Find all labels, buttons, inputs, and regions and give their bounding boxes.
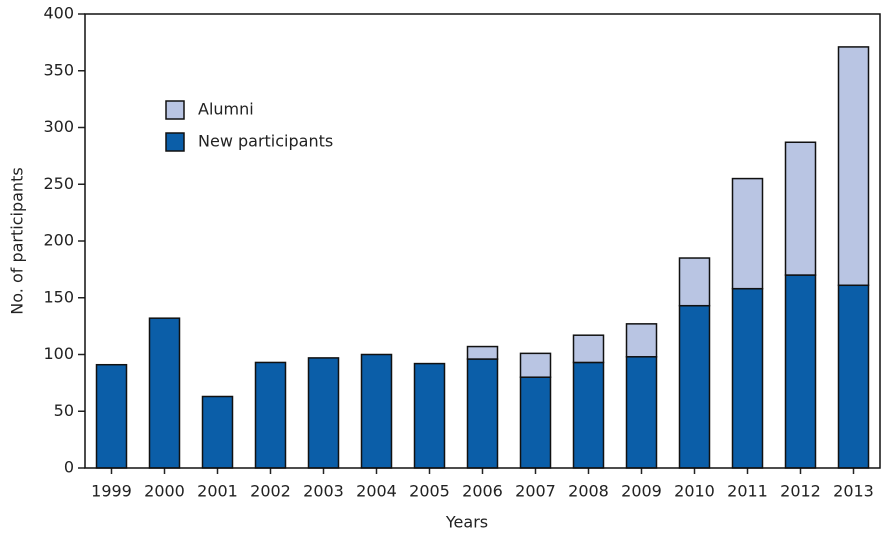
x-tick-label: 2001 xyxy=(197,482,238,501)
y-tick-label: 400 xyxy=(43,4,74,23)
y-tick-label: 350 xyxy=(43,60,74,79)
y-tick-label: 300 xyxy=(43,117,74,136)
bar-segment xyxy=(625,356,658,469)
bar-segment xyxy=(519,376,552,469)
bar-segment xyxy=(678,257,711,307)
x-tick-label: 2007 xyxy=(515,482,556,501)
bar-segment xyxy=(254,361,287,469)
x-tick-label: 1999 xyxy=(91,482,132,501)
y-tick-label: 150 xyxy=(43,287,74,306)
bar-segment xyxy=(784,274,817,469)
bar-segment xyxy=(837,46,870,287)
legend-swatch xyxy=(165,100,185,120)
x-tick-label: 2008 xyxy=(568,482,609,501)
bar-segment xyxy=(731,287,764,469)
x-tick-label: 2000 xyxy=(144,482,185,501)
bar-segment xyxy=(307,357,340,469)
bar-segment xyxy=(466,358,499,469)
y-tick-label: 0 xyxy=(64,458,74,477)
legend-swatch xyxy=(165,132,185,152)
y-axis-label: No. of participants xyxy=(8,167,27,314)
bar-segment xyxy=(148,317,181,469)
bar-segment xyxy=(95,363,128,469)
x-tick-label: 2003 xyxy=(303,482,344,501)
y-tick-label: 50 xyxy=(54,401,74,420)
bar-segment xyxy=(572,334,605,364)
bar-segment xyxy=(413,362,446,469)
x-tick-label: 2002 xyxy=(250,482,291,501)
y-tick-label: 250 xyxy=(43,174,74,193)
legend-label: Alumni xyxy=(198,100,254,119)
bar-segment xyxy=(625,323,658,358)
bar-segment xyxy=(360,353,393,469)
plot-frame xyxy=(84,13,881,469)
bar-segment xyxy=(201,395,234,469)
bar-segment xyxy=(519,352,552,378)
x-axis-label: Years xyxy=(445,513,488,532)
x-tick-label: 2011 xyxy=(727,482,768,501)
x-tick-label: 2010 xyxy=(674,482,715,501)
x-tick-label: 2013 xyxy=(833,482,874,501)
bar-segment xyxy=(572,361,605,469)
bar-segment xyxy=(466,345,499,360)
x-tick-label: 2006 xyxy=(462,482,503,501)
x-tick-label: 2005 xyxy=(409,482,450,501)
bar-segment xyxy=(731,177,764,290)
bar-segment xyxy=(784,141,817,276)
x-tick-label: 2004 xyxy=(356,482,397,501)
y-tick-label: 200 xyxy=(43,231,74,250)
y-tick-label: 100 xyxy=(43,344,74,363)
bar-segment xyxy=(678,304,711,469)
legend-label: New participants xyxy=(198,132,333,151)
x-tick-label: 2012 xyxy=(780,482,821,501)
bar-segment xyxy=(837,284,870,469)
x-tick-label: 2009 xyxy=(621,482,662,501)
